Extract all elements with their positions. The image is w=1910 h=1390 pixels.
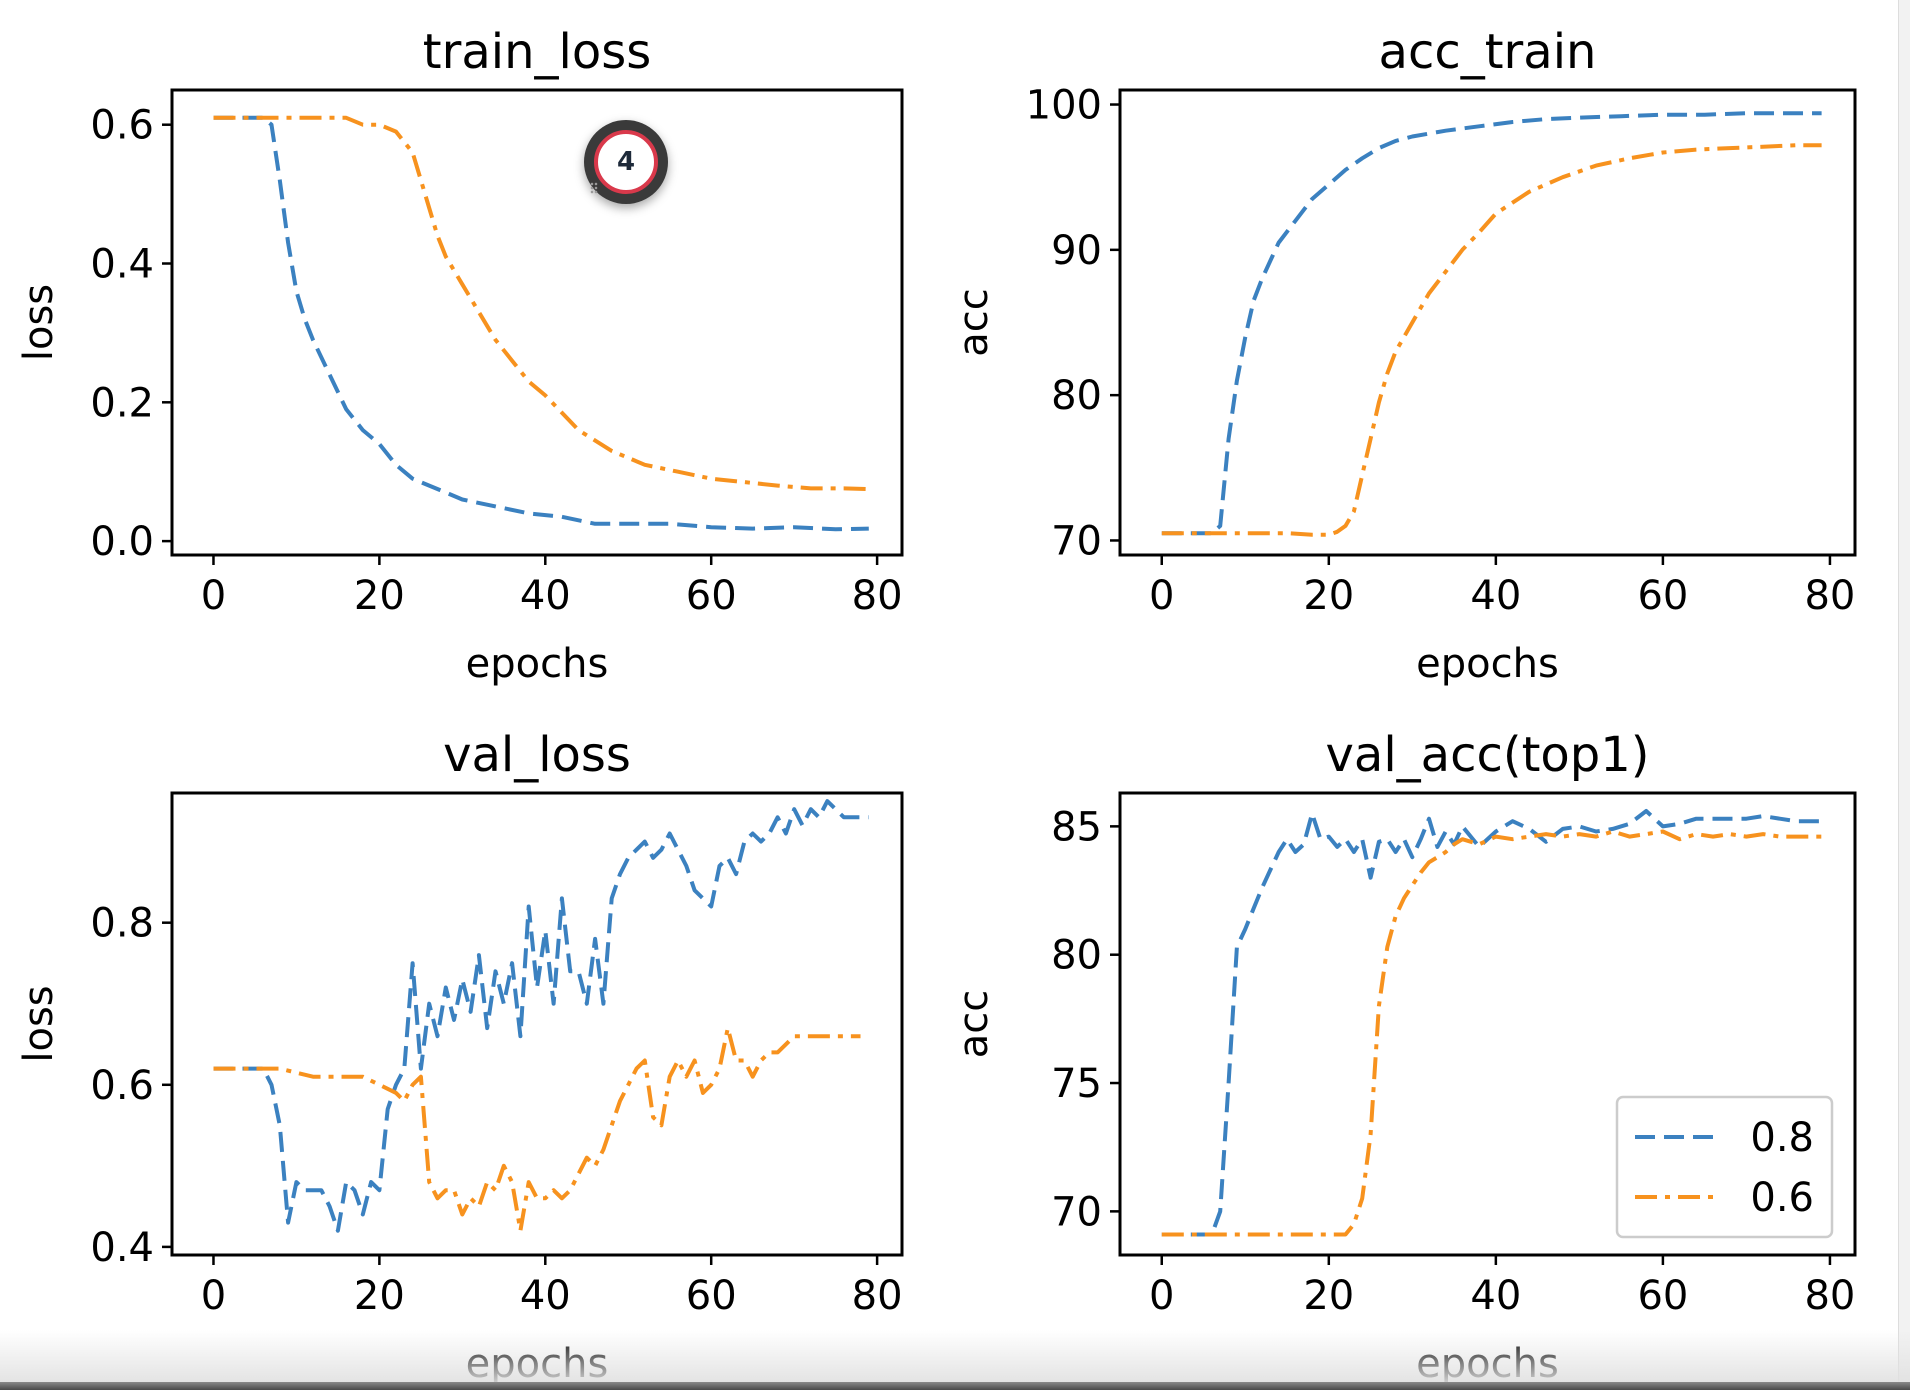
x-tick-label: 80 <box>1804 573 1855 619</box>
y-tick-label: 0.2 <box>90 380 154 426</box>
x-tick-label: 40 <box>1470 1273 1521 1319</box>
series-line-0-6 <box>1161 829 1822 1237</box>
x-axis-label: epochs <box>466 641 609 687</box>
plot-frame <box>1118 88 1857 557</box>
x-tick-label: 20 <box>354 573 405 619</box>
window-bottom-shadow <box>0 1330 1910 1382</box>
series-line-0-6 <box>1161 143 1822 537</box>
series-line-0-8 <box>213 799 869 1233</box>
x-tick-label: 80 <box>1804 1273 1855 1319</box>
y-tick-label: 70 <box>1051 518 1102 564</box>
legend: 0.80.6 <box>1615 1095 1834 1239</box>
window-edge-strip <box>1898 0 1910 1390</box>
y-tick-label: 80 <box>1051 373 1102 419</box>
x-tick-label: 0 <box>1149 1273 1174 1319</box>
x-tick-label: 60 <box>1637 573 1688 619</box>
drag-handle-icon[interactable] <box>590 182 598 194</box>
chart-title: train_loss <box>423 24 651 80</box>
y-tick-label: 70 <box>1051 1189 1102 1235</box>
step-counter-number: 4 <box>616 147 636 177</box>
series-line-0-8 <box>1161 809 1822 1237</box>
y-tick-label: 0.0 <box>90 519 154 565</box>
x-tick-label: 40 <box>1470 573 1521 619</box>
step-counter-badge[interactable]: 4 <box>584 120 668 204</box>
legend-label: 0.8 <box>1750 1115 1814 1161</box>
x-tick-label: 0 <box>201 1273 226 1319</box>
x-tick-label: 20 <box>1303 573 1354 619</box>
x-tick-label: 20 <box>354 1273 405 1319</box>
x-tick-label: 80 <box>852 573 903 619</box>
y-tick-label: 0.4 <box>90 242 154 288</box>
y-tick-label: 0.8 <box>90 901 154 947</box>
x-axis-label: epochs <box>1416 641 1559 687</box>
y-tick-label: 75 <box>1051 1061 1102 1107</box>
series-line-0-8 <box>1161 111 1822 536</box>
chart-panel-val-acc-top1-: val_acc(top1)02040608070758085epochsacc0… <box>951 727 1857 1387</box>
x-tick-label: 80 <box>852 1273 903 1319</box>
x-tick-label: 40 <box>520 1273 571 1319</box>
chart-panel-acc-train: acc_train 0 20 40 60 80 70 80 90 100 epochs acc <box>951 24 1857 687</box>
x-tick-label: 60 <box>686 1273 737 1319</box>
x-tick-label: 20 <box>1303 1273 1354 1319</box>
x-tick-label: 60 <box>1637 1273 1688 1319</box>
x-tick-label: 0 <box>1149 573 1174 619</box>
legend-box <box>1615 1095 1834 1239</box>
y-axis-label: acc <box>951 990 997 1059</box>
plot-frame <box>1118 791 1857 1257</box>
step-counter-icon: 4 <box>594 130 658 194</box>
taskbar-edge <box>0 1382 1910 1390</box>
y-axis-label: loss <box>16 985 62 1062</box>
plot-frame <box>170 88 904 557</box>
legend-label: 0.6 <box>1750 1175 1814 1221</box>
y-tick-label: 100 <box>1026 83 1102 129</box>
x-tick-label: 60 <box>686 573 737 619</box>
chart-title: val_loss <box>443 727 631 783</box>
y-tick-label: 0.6 <box>90 103 154 149</box>
y-tick-label: 85 <box>1051 804 1102 850</box>
plot-frame <box>170 791 904 1257</box>
y-tick-label: 80 <box>1051 933 1102 979</box>
y-axis-label: acc <box>951 288 997 357</box>
series-line-0-8 <box>213 115 869 532</box>
y-tick-label: 0.4 <box>90 1225 154 1271</box>
chart-title: acc_train <box>1379 24 1597 80</box>
series-line-0-6 <box>213 1026 861 1233</box>
y-tick-label: 0.6 <box>90 1063 154 1109</box>
y-axis-label: loss <box>16 284 62 361</box>
x-tick-label: 40 <box>520 573 571 619</box>
x-tick-label: 0 <box>201 573 226 619</box>
chart-title: val_acc(top1) <box>1326 727 1650 783</box>
chart-panel-train-loss: train_loss 0 20 40 60 80 0.0 0.2 0.4 0.6 epochs los… <box>16 24 904 687</box>
y-tick-label: 90 <box>1051 228 1102 274</box>
series-line-0-6 <box>213 115 869 492</box>
